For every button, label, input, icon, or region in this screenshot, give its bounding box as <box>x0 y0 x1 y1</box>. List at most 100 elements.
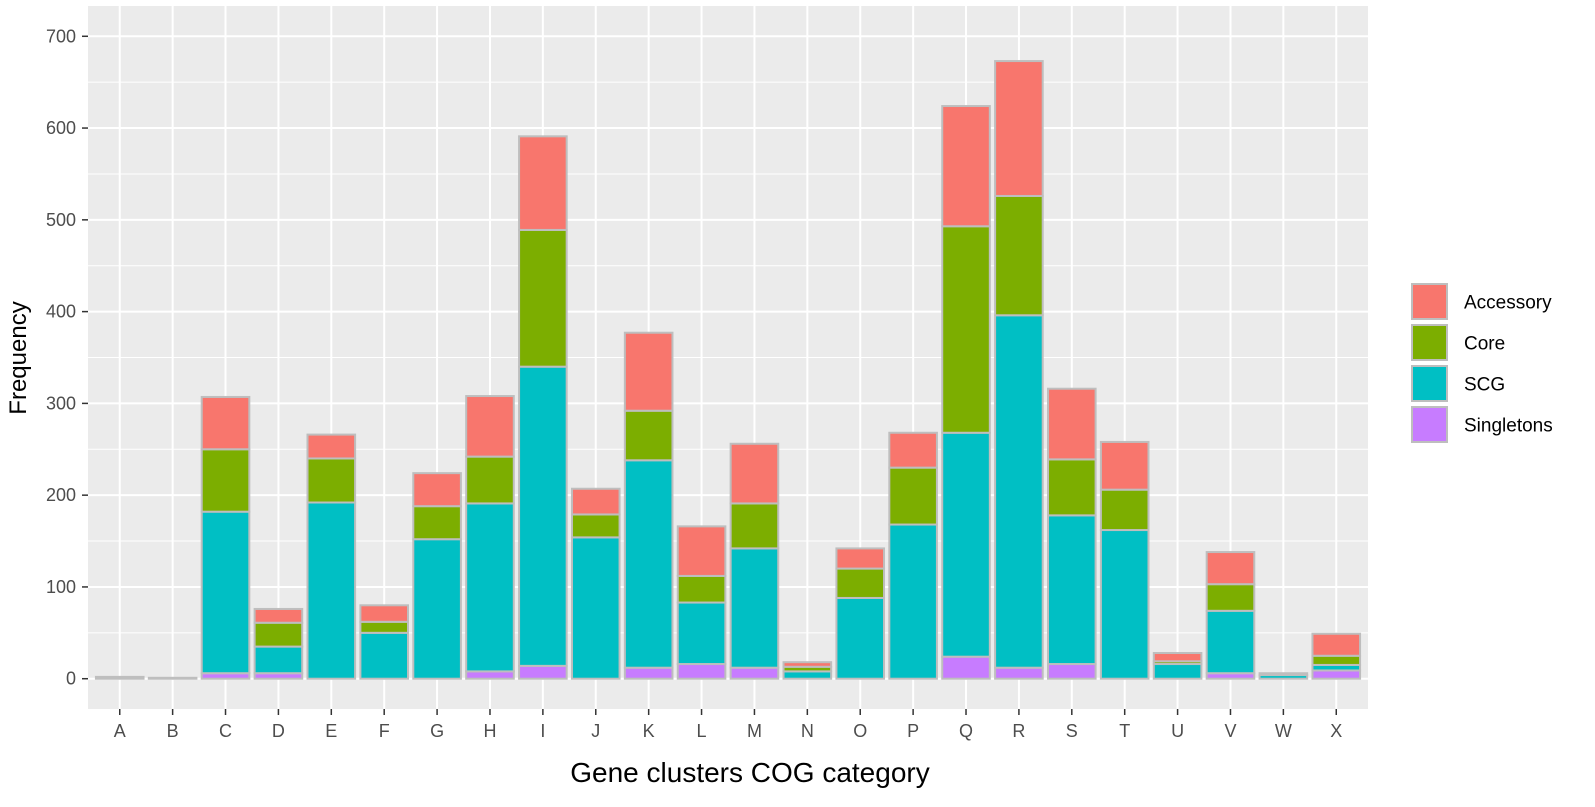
y-axis: 0 100 200 300 400 500 600 700 <box>46 26 88 689</box>
x-tick-label: J <box>591 721 600 741</box>
y-tick-label: 700 <box>46 26 76 46</box>
bar-singletons-Q <box>941 655 991 680</box>
bar-singletons-S <box>1047 663 1097 680</box>
bar-accessory-I <box>518 135 568 231</box>
x-tick-label: S <box>1066 721 1078 741</box>
bar-accessory-W <box>1258 672 1309 677</box>
bar-core-Q <box>941 225 991 434</box>
bar-scg-L <box>676 601 727 666</box>
bar-scg-S <box>1047 514 1097 666</box>
bar-scg-J <box>570 536 621 680</box>
x-tick-label: C <box>219 721 232 741</box>
bar-singletons-I <box>518 664 568 680</box>
legend-label-scg: SCG <box>1464 375 1505 396</box>
bar-core-D <box>253 621 304 648</box>
bar-scg-C <box>200 510 251 675</box>
bar-accessory-O <box>835 547 886 570</box>
bar-accessory-M <box>729 442 780 505</box>
y-tick-label: 300 <box>46 393 76 413</box>
legend-label-core: Core <box>1464 334 1505 355</box>
bar-accessory-R <box>994 60 1044 197</box>
x-tick-label: Q <box>959 721 973 741</box>
bar-singletons-M <box>729 666 780 680</box>
x-tick-label: T <box>1119 721 1130 741</box>
x-tick-label: X <box>1330 721 1342 741</box>
bar-scg-F <box>359 631 410 680</box>
bar-core-V <box>1205 583 1256 612</box>
x-tick-label: O <box>853 721 867 741</box>
bar-core-T <box>1099 488 1150 532</box>
bar-accessory-D <box>253 607 304 624</box>
x-tick-label: A <box>114 721 126 741</box>
bar-core-R <box>994 194 1044 317</box>
legend-swatch-core <box>1411 324 1448 361</box>
x-axis-title: Gene clusters COG category <box>570 757 929 788</box>
bar-accessory-F <box>359 604 410 623</box>
bar-scg-V <box>1205 609 1256 675</box>
bar-singletons-L <box>676 663 727 680</box>
bar-core-C <box>200 448 251 513</box>
bar-core-H <box>465 455 515 505</box>
x-tick-label: V <box>1224 721 1236 741</box>
x-tick-label: I <box>540 721 545 741</box>
bar-scg-I <box>518 365 568 667</box>
bar-accessory-N <box>782 661 833 668</box>
bar-accessory-V <box>1205 551 1256 586</box>
bar-scg-G <box>412 538 462 680</box>
bar-accessory-L <box>676 525 727 577</box>
bar-scg-U <box>1152 663 1203 680</box>
x-tick-label: E <box>325 721 337 741</box>
bar-core-G <box>412 505 462 541</box>
bar-accessory-S <box>1047 387 1097 461</box>
bar-core-X <box>1311 654 1362 666</box>
x-tick-label: R <box>1012 721 1025 741</box>
bars <box>94 60 1362 680</box>
x-tick-label: H <box>483 721 496 741</box>
legend-swatch-accessory <box>1411 283 1448 320</box>
bar-accessory-X <box>1311 632 1362 657</box>
x-tick-label: F <box>379 721 390 741</box>
y-tick-label: 0 <box>66 669 76 689</box>
bar-scg-P <box>888 523 938 680</box>
bar-singletons-K <box>623 666 674 680</box>
bar-core-L <box>676 574 727 604</box>
legend-swatch-singletons <box>1411 406 1448 443</box>
y-tick-label: 200 <box>46 485 76 505</box>
y-tick-label: 400 <box>46 302 76 322</box>
x-tick-label: U <box>1171 721 1184 741</box>
legend-swatch-scg <box>1411 365 1448 402</box>
y-tick-label: 100 <box>46 577 76 597</box>
x-tick-label: K <box>643 721 655 741</box>
bar-accessory-U <box>1152 652 1203 663</box>
bar-core-O <box>835 567 886 599</box>
bar-core-S <box>1047 458 1097 517</box>
bar-scg-N <box>782 670 833 680</box>
y-tick-label: 500 <box>46 210 76 230</box>
x-tick-label: G <box>430 721 444 741</box>
bar-core-M <box>729 502 780 550</box>
legend: Accessory Core SCG Singletons <box>1411 283 1553 443</box>
bar-accessory-H <box>465 395 515 458</box>
y-axis-title: Frequency <box>5 301 32 414</box>
bar-scg-D <box>253 645 304 675</box>
bar-accessory-G <box>412 472 462 508</box>
x-tick-label: D <box>272 721 285 741</box>
x-axis: A B C D E F G H I J K L M N O P Q R S T U V W X <box>114 709 1342 741</box>
bar-singletons-R <box>994 666 1044 680</box>
x-tick-label: B <box>167 721 179 741</box>
bar-accessory-Q <box>941 105 991 228</box>
bar-singletons-X <box>1311 669 1362 680</box>
x-tick-label: L <box>697 721 707 741</box>
bar-core-E <box>306 457 357 504</box>
x-tick-label: P <box>907 721 919 741</box>
bar-scg-Q <box>941 431 991 658</box>
x-tick-label: M <box>747 721 762 741</box>
legend-label-accessory: Accessory <box>1464 293 1552 314</box>
bar-scg-E <box>306 501 357 680</box>
bar-scg-A <box>94 675 145 680</box>
legend-label-singletons: Singletons <box>1464 416 1553 437</box>
bar-core-J <box>570 513 621 539</box>
bar-core-K <box>623 409 674 462</box>
bar-accessory-E <box>306 433 357 460</box>
